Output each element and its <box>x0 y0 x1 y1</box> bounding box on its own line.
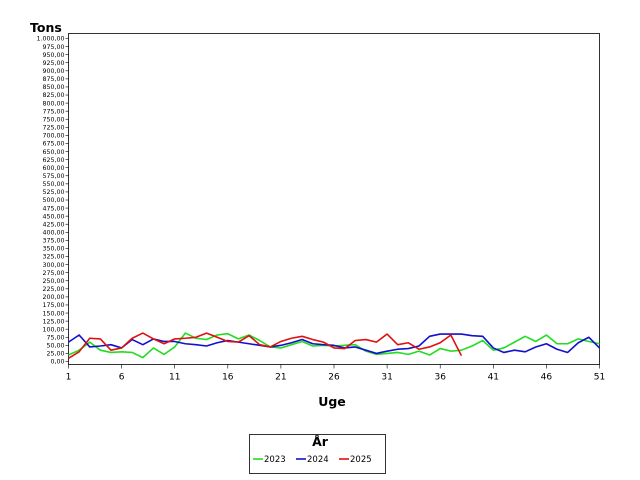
y-tick-label: 25,00 <box>46 351 64 358</box>
y-tick-label: 550,00 <box>42 181 64 188</box>
x-tick-label: 6 <box>119 373 125 383</box>
x-tick-label: 41 <box>488 373 499 383</box>
x-tick-label: 31 <box>381 373 392 383</box>
y-tick-label: 475,00 <box>42 205 64 212</box>
y-tick-label: 150,00 <box>42 310 64 317</box>
y-tick-label: 975,00 <box>42 44 64 51</box>
x-axis-title: Uge <box>318 394 346 409</box>
y-tick-label: 650,00 <box>42 149 64 156</box>
y-tick-label: 950,00 <box>42 52 64 59</box>
y-tick-label: 575,00 <box>42 173 64 180</box>
y-tick-label: 225,00 <box>42 286 64 293</box>
y-tick-label: 1.000,00 <box>36 36 64 43</box>
x-tick-label: 11 <box>169 373 180 383</box>
x-tick-label: 51 <box>594 373 605 383</box>
y-tick-label: 400,00 <box>42 230 64 237</box>
y-tick-label: 725,00 <box>42 125 64 132</box>
plot-frame <box>68 33 600 365</box>
y-tick-label: 425,00 <box>42 221 64 228</box>
y-tick-label: 925,00 <box>42 60 64 67</box>
y-tick-label: 875,00 <box>42 76 64 83</box>
plot-area <box>68 33 600 365</box>
y-tick-label: 100,00 <box>42 326 64 333</box>
y-tick-label: 50,00 <box>46 343 64 350</box>
x-tick-label: 16 <box>222 373 234 383</box>
y-tick-label: 800,00 <box>42 100 64 107</box>
y-tick-label: 250,00 <box>42 278 64 285</box>
y-tick-label: 625,00 <box>42 157 64 164</box>
x-axis: 1 6 11 16 21 26 31 36 41 46 51 <box>66 364 605 383</box>
legend-label-2023: 2023 <box>264 455 286 465</box>
legend-label-2025: 2025 <box>350 455 372 465</box>
y-tick-label: 375,00 <box>42 238 64 245</box>
y-tick-label: 675,00 <box>42 141 64 148</box>
legend-box <box>249 434 386 474</box>
x-tick-label: 26 <box>328 373 340 383</box>
y-tick-label: 0,00 <box>50 359 64 366</box>
y-tick-label: 450,00 <box>42 213 64 220</box>
y-axis-title: Tons <box>30 20 62 35</box>
legend-label-2024: 2024 <box>307 455 329 465</box>
y-tick-label: 600,00 <box>42 165 64 172</box>
y-tick-label: 300,00 <box>42 262 64 269</box>
y-tick-label: 750,00 <box>42 116 64 123</box>
y-tick-label: 525,00 <box>42 189 64 196</box>
legend-title: År <box>312 434 329 449</box>
series-line-2025 <box>68 332 463 359</box>
legend-items: 2023 2024 2025 <box>253 455 372 465</box>
x-tick-label: 1 <box>66 373 72 383</box>
x-tick-label: 21 <box>275 373 286 383</box>
y-tick-label: 825,00 <box>42 92 64 99</box>
y-tick-label: 125,00 <box>42 318 64 325</box>
y-tick-label: 700,00 <box>42 133 64 140</box>
legend: År 2023 2024 2025 <box>249 434 386 474</box>
series-line-2024 <box>68 333 601 355</box>
y-tick-label: 500,00 <box>42 197 64 204</box>
y-tick-label: 775,00 <box>42 108 64 115</box>
y-tick-label: 350,00 <box>42 246 64 253</box>
y-tick-label: 175,00 <box>42 302 64 309</box>
y-tick-label: 900,00 <box>42 68 64 75</box>
series-lines <box>68 332 601 359</box>
y-tick-label: 275,00 <box>42 270 64 277</box>
x-tick-label: 46 <box>541 373 553 383</box>
y-tick-label: 75,00 <box>46 334 64 341</box>
y-tick-label: 325,00 <box>42 254 64 261</box>
y-tick-label: 850,00 <box>42 84 64 91</box>
y-tick-label: 200,00 <box>42 294 64 301</box>
x-tick-label: 36 <box>434 373 446 383</box>
